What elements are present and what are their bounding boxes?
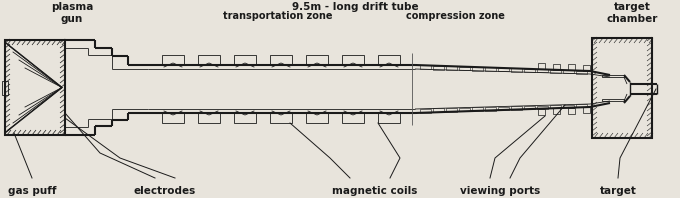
Bar [550,105,561,108]
Bar [563,105,574,108]
Bar [472,107,483,111]
Bar [511,106,522,110]
Bar [162,55,184,65]
Bar [342,113,364,123]
Bar [538,109,545,115]
Bar [524,106,535,109]
Text: plasma
gun: plasma gun [51,2,93,24]
Text: 9.5m - long drift tube: 9.5m - long drift tube [292,2,418,12]
Bar [511,68,522,72]
Bar [583,65,590,71]
Bar [537,69,548,72]
Bar [602,99,624,101]
Bar [446,108,457,112]
Bar [498,107,509,110]
Text: target: target [600,186,636,196]
Bar [234,113,256,123]
Bar [420,65,431,69]
Bar [270,113,292,123]
Bar [198,113,220,123]
Bar [553,64,560,70]
Bar [583,107,590,113]
Bar [524,69,535,72]
Bar [420,109,431,113]
Bar [306,113,328,123]
Bar [472,67,483,71]
Bar [537,106,548,109]
Bar [485,107,496,111]
Bar [553,108,560,114]
Bar [433,109,444,112]
Bar [342,55,364,65]
Bar [576,104,587,108]
Bar [563,70,574,73]
Bar [550,70,561,73]
Bar [2,81,8,95]
Bar [5,40,65,135]
Text: target
chamber: target chamber [607,2,658,24]
Bar [378,55,400,65]
Bar [234,55,256,65]
Bar [576,70,587,74]
Bar [568,108,575,114]
Bar [270,55,292,65]
Text: compression zone: compression zone [405,11,505,21]
Bar [592,38,652,138]
Text: viewing ports: viewing ports [460,186,540,196]
Bar [485,67,496,71]
Bar [378,113,400,123]
Bar [433,66,444,69]
Bar [459,67,470,70]
Bar [498,68,509,71]
Bar [198,55,220,65]
Bar [538,63,545,69]
Text: gas puff: gas puff [7,186,56,196]
Text: magnetic coils: magnetic coils [333,186,418,196]
Bar [568,64,575,70]
Text: transportation zone: transportation zone [223,11,333,21]
Bar [459,108,470,111]
Text: electrodes: electrodes [134,186,196,196]
Bar [162,113,184,123]
Bar [446,66,457,70]
Bar [602,75,624,77]
Bar [306,55,328,65]
